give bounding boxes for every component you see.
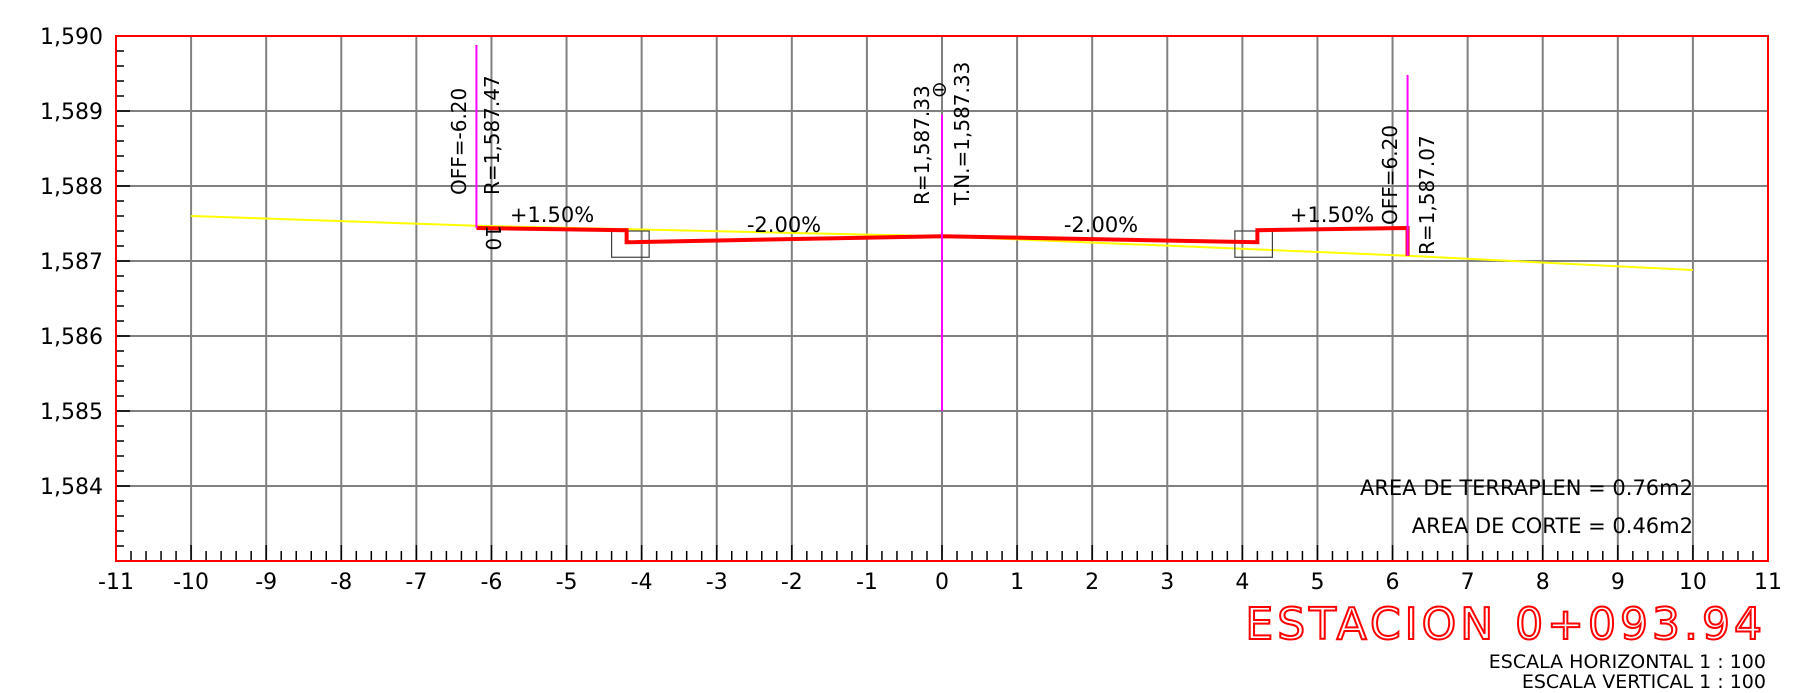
left-small-label: 10: [481, 225, 505, 250]
station-title: ESTACION 0+093.94: [1245, 599, 1766, 650]
x-tick-label: 4: [1235, 570, 1249, 595]
y-tick-label: 1,585: [40, 400, 103, 425]
center-elevation-label: R=1,587.33: [910, 85, 934, 205]
x-tick-label: 5: [1310, 570, 1324, 595]
x-tick-label: 6: [1386, 570, 1400, 595]
x-tick-label: -5: [556, 570, 578, 595]
x-tick-label: 8: [1536, 570, 1550, 595]
x-tick-label: -11: [98, 570, 134, 595]
x-tick-label: 3: [1160, 570, 1174, 595]
x-tick-label: 10: [1679, 570, 1707, 595]
y-tick-label: 1,588: [40, 175, 103, 200]
fill-area-label: AREA DE TERRAPLEN = 0.76m2: [1360, 476, 1693, 500]
x-tick-label: -7: [405, 570, 427, 595]
offset-markers: [475, 45, 1409, 411]
vertical-scale: ESCALA VERTICAL 1 : 100: [1522, 671, 1766, 693]
x-tick-label: -8: [330, 570, 352, 595]
ditch-box: [1234, 230, 1273, 258]
left-offset-label: OFF=-6.20: [447, 88, 471, 195]
x-tick-label: -2: [781, 570, 803, 595]
x-tick-label: -10: [173, 570, 209, 595]
y-axis-labels: 1,590 1,589 1,588 1,587 1,586 1,585 1,584: [40, 25, 103, 500]
right-elevation-label: R=1,587.07: [1415, 135, 1439, 255]
right-offset-label: OFF=6.20: [1378, 125, 1402, 225]
y-tick-label: 1,590: [40, 25, 103, 50]
y-tick-label: 1,584: [40, 475, 103, 500]
horizontal-scale: ESCALA HORIZONTAL 1 : 100: [1489, 651, 1766, 673]
y-tick-label: 1,586: [40, 325, 103, 350]
y-tick-label: 1,589: [40, 100, 103, 125]
ditch-box: [610, 230, 650, 258]
x-tick-label: -6: [480, 570, 502, 595]
x-tick-label: -3: [706, 570, 728, 595]
x-tick-label: -9: [255, 570, 277, 595]
ditches: [610, 230, 1273, 258]
right-shoulder-slope: +1.50%: [1290, 203, 1374, 227]
road-section-line: [476, 225, 1410, 256]
x-tick-label: 1: [1010, 570, 1024, 595]
left-shoulder-slope: +1.50%: [510, 203, 594, 227]
left-elevation-label: R=1,587.47: [480, 75, 504, 195]
right-lane-slope: -2.00%: [1064, 213, 1138, 237]
x-tick-label: 7: [1461, 570, 1475, 595]
x-tick-label: -4: [631, 570, 653, 595]
x-tick-label: 2: [1085, 570, 1099, 595]
center-ground-label: T.N.=1,587.33: [950, 62, 974, 206]
x-tick-label: 9: [1611, 570, 1625, 595]
x-tick-label: 11: [1754, 570, 1782, 595]
x-tick-label: -1: [856, 570, 878, 595]
center-symbol: ⊖: [931, 77, 948, 101]
left-lane-slope: -2.00%: [747, 213, 821, 237]
y-tick-label: 1,587: [40, 250, 103, 275]
x-axis-labels: -11 -10 -9 -8 -7 -6 -5 -4 -3 -2 -1 0 1 2 3 4 5 6 7 8 9 10 11: [98, 570, 1782, 595]
cut-area-label: AREA DE CORTE = 0.46m2: [1412, 514, 1693, 538]
x-tick-label: 0: [935, 570, 949, 595]
plot-frame: [115, 35, 1769, 562]
